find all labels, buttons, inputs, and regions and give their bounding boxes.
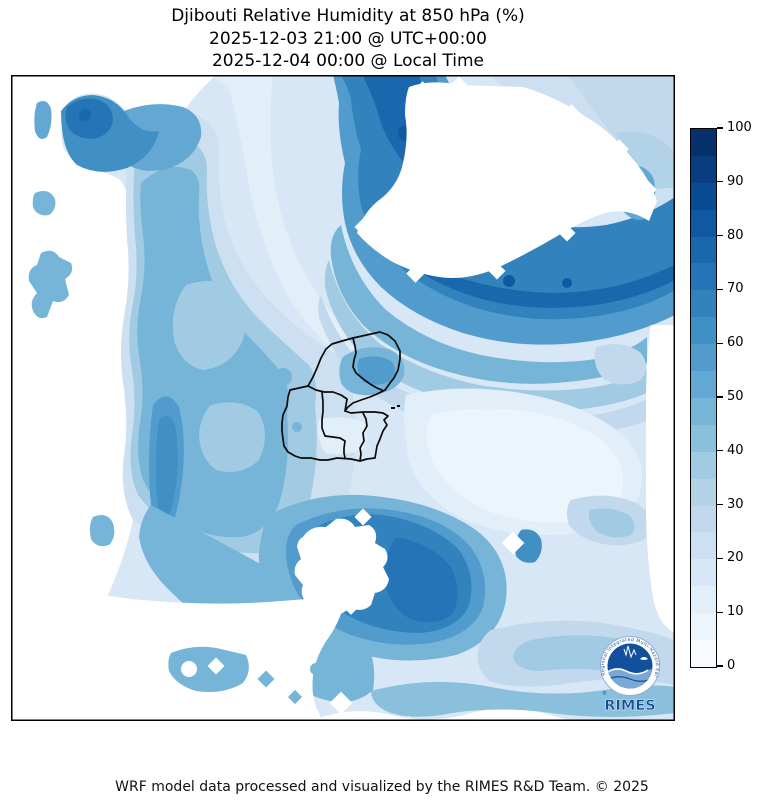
colorbar-segment	[691, 532, 716, 560]
colorbar-tick-label: 60	[727, 335, 744, 351]
colorbar-tick-mark	[717, 611, 723, 613]
colorbar-tick-mark	[717, 396, 723, 398]
humidity-map-svg	[11, 75, 675, 721]
djibouti-outline	[281, 331, 401, 462]
colorbar-segment	[691, 397, 716, 425]
logo-registered-mark: ®	[602, 690, 607, 697]
colorbar-segment	[691, 128, 716, 156]
colorbar-tick-mark	[717, 342, 723, 344]
colorbar	[690, 128, 717, 668]
colorbar-segment	[691, 586, 716, 614]
humidity-map	[11, 75, 675, 721]
colorbar-segment	[691, 317, 716, 345]
djibouti-outer-border	[281, 331, 401, 462]
colorbar-tick-mark	[717, 557, 723, 560]
colorbar-tick-mark	[717, 288, 723, 291]
colorbar-segment	[691, 451, 716, 479]
colorbar-segment	[691, 613, 716, 641]
logo-waves	[607, 645, 653, 689]
colorbar-tick-label: 30	[727, 496, 744, 512]
colorbar-tick-mark	[717, 234, 723, 237]
colorbar-segment	[691, 640, 716, 667]
colorbar-tick-label: 50	[727, 389, 744, 404]
colorbar-tick-mark	[717, 665, 723, 667]
colorbar-tick-label: 70	[727, 281, 744, 297]
colorbar-segment	[691, 263, 716, 291]
masked-areas	[11, 76, 675, 721]
colorbar-segment	[691, 155, 716, 183]
humidity-islands	[28, 101, 675, 717]
colorbar-segment	[691, 424, 716, 452]
colorbar-segment	[691, 505, 716, 533]
region-border-tadjourah-obock	[352, 337, 383, 391]
colorbar-tick-mark	[717, 181, 723, 183]
colorbar-tick-label: 80	[727, 227, 744, 243]
title-line-1: Djibouti Relative Humidity at 850 hPa (%…	[171, 6, 525, 26]
colorbar-segment	[691, 209, 716, 237]
rimes-logo: Regional Integrated Multi-Hazard Early W…	[592, 629, 670, 715]
colorbar-segment	[691, 236, 716, 264]
moucha-islet	[397, 405, 400, 407]
colorbar-segment	[691, 478, 716, 506]
region-border-dikhil-arta	[321, 391, 346, 459]
moucha-islet	[391, 407, 395, 409]
figure-title: Djibouti Relative Humidity at 850 hPa (%…	[16, 5, 680, 73]
colorbar-segment	[691, 371, 716, 398]
colorbar-tick-label: 20	[727, 550, 744, 566]
colorbar-segment	[691, 344, 716, 372]
colorbar-segment	[691, 182, 716, 210]
logo-wordmark: RIMES	[604, 698, 655, 714]
colorbar-tick-mark	[717, 450, 723, 452]
colorbar-tick-mark	[717, 127, 723, 129]
colorbar-ticks: 0 10 20 30 40 50 60 70 80 90 100	[716, 120, 764, 673]
title-line-2: 2025-12-03 21:00 @ UTC+00:00	[209, 28, 487, 49]
title-line-3: 2025-12-04 00:00 @ Local Time	[211, 51, 485, 71]
colorbar-tick-label: 90	[727, 173, 744, 189]
rimes-logo-svg: Regional Integrated Multi-Hazard Early W…	[592, 629, 660, 714]
credit-text: WRF model data processed and visualized …	[115, 779, 649, 795]
region-border-arta-alisabieh	[359, 412, 368, 462]
colorbar-tick-label: 10	[727, 604, 744, 620]
colorbar-segment	[691, 559, 716, 587]
colorbar-segment	[691, 290, 716, 318]
colorbar-tick-label: 0	[727, 658, 736, 673]
map-border	[11, 75, 675, 721]
colorbar-tick-mark	[717, 503, 723, 506]
region-border-tadjourah-south	[307, 385, 348, 412]
colorbar-tick-label: 40	[727, 442, 744, 458]
colorbar-tick-label: 100	[727, 120, 752, 135]
